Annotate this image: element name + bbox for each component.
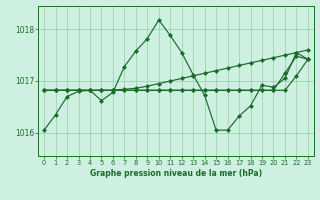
X-axis label: Graphe pression niveau de la mer (hPa): Graphe pression niveau de la mer (hPa) — [90, 169, 262, 178]
